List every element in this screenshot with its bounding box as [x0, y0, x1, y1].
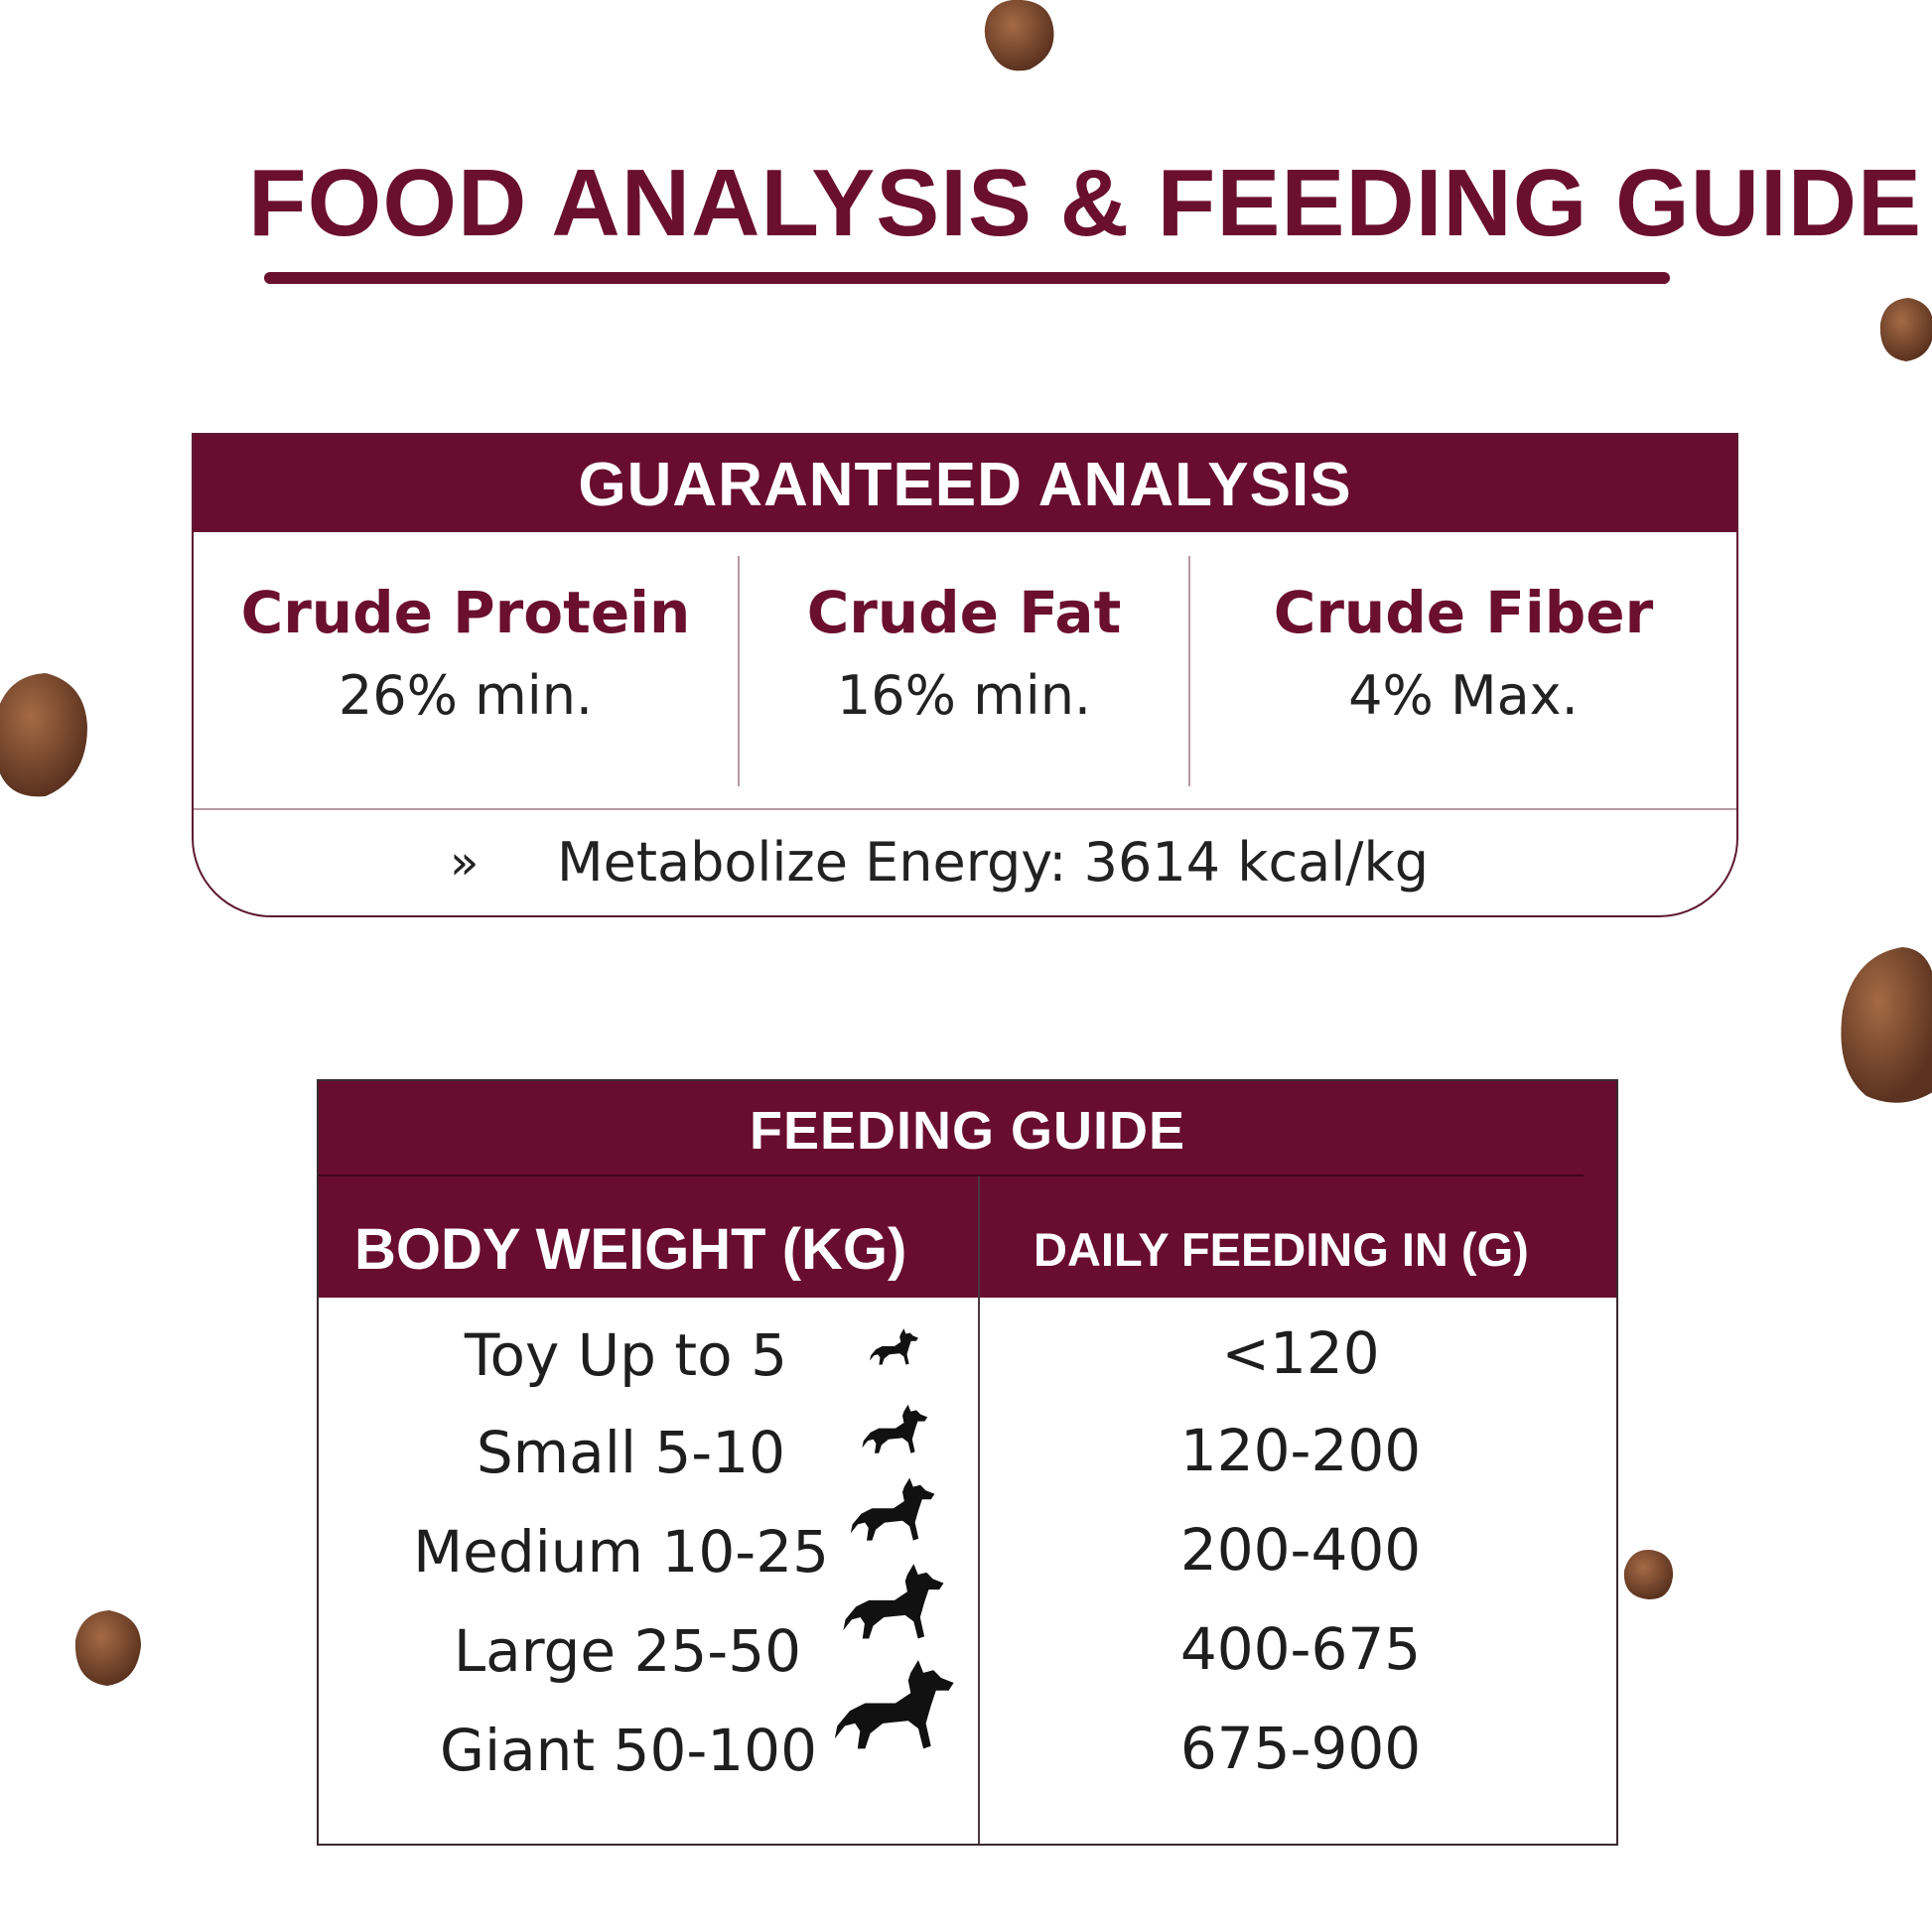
dog-medium-icon	[850, 1477, 935, 1541]
nutrient-value: 4% Max.	[1348, 664, 1579, 727]
title-underline	[264, 272, 1670, 284]
nutrient-value: 26% min.	[338, 664, 594, 727]
body-weight-cell: Large 25-50	[453, 1617, 801, 1685]
nutrient-crude-fiber: Crude Fiber 4% Max.	[1190, 532, 1736, 790]
row-divider	[194, 808, 1736, 810]
body-weight-cell: Medium 10-25	[413, 1518, 829, 1586]
nutrient-crude-protein: Crude Protein 26% min.	[194, 532, 738, 790]
table-row: Large 25-50 400-675	[319, 1564, 1616, 1699]
body-weight-cell: Giant 50-100	[440, 1717, 817, 1784]
dog-large-icon	[843, 1564, 944, 1639]
dog-giant-icon	[834, 1660, 954, 1749]
kibble-pellet-icon	[1623, 1549, 1674, 1600]
guaranteed-analysis-header: GUARANTEED ANALYSIS	[194, 435, 1736, 532]
kibble-pellet-icon	[1841, 947, 1932, 1103]
daily-feeding-cell: 200-400	[1179, 1516, 1422, 1584]
daily-feeding-cell: 120-200	[1179, 1417, 1422, 1484]
kibble-pellet-icon	[1879, 298, 1932, 361]
column-header-daily-feeding: DAILY FEEDING IN (G)	[1034, 1223, 1529, 1276]
column-divider	[738, 556, 740, 786]
kibble-pellet-icon	[74, 1610, 141, 1686]
kibble-pellet-icon	[0, 673, 87, 797]
nutrient-name: Crude Fiber	[1273, 579, 1654, 646]
page-title: FOOD ANALYSIS & FEEDING GUIDE	[248, 150, 1923, 256]
nutrient-crude-fat: Crude Fat 16% min.	[740, 532, 1188, 790]
body-weight-cell: Toy Up to 5	[464, 1321, 787, 1389]
nutrient-value: 16% min.	[836, 664, 1092, 727]
metabolizable-energy-text: Metabolize Energy: 3614 kcal/kg	[557, 831, 1430, 894]
daily-feeding-cell: 400-675	[1179, 1615, 1422, 1683]
table-row: Giant 50-100 675-900	[319, 1660, 1616, 1798]
table-row: Small 5-10 120-200	[319, 1401, 1616, 1500]
kibble-pellet-icon	[984, 0, 1054, 71]
header-separator	[319, 1174, 1584, 1176]
table-row: Toy Up to 5 <120	[319, 1304, 1616, 1403]
guaranteed-analysis-panel: GUARANTEED ANALYSIS Crude Protein 26% mi…	[192, 433, 1738, 917]
table-row: Medium 10-25 200-400	[319, 1477, 1616, 1599]
daily-feeding-cell: <120	[1221, 1319, 1380, 1387]
double-chevron-icon: »	[450, 835, 480, 891]
nutrient-name: Crude Protein	[240, 579, 691, 646]
table-header-row: BODY WEIGHT (KG) DAILY FEEDING IN (G)	[319, 1174, 1616, 1298]
dog-small-icon	[862, 1404, 928, 1453]
column-divider	[978, 1176, 980, 1844]
metabolizable-energy-row: » Metabolize Energy: 3614 kcal/kg	[194, 810, 1736, 915]
body-weight-cell: Small 5-10	[476, 1419, 785, 1486]
feeding-guide-title: FEEDING GUIDE	[319, 1081, 1616, 1174]
nutrient-name: Crude Fat	[806, 579, 1122, 646]
dog-toy-icon	[870, 1328, 918, 1365]
column-divider	[1188, 556, 1190, 786]
daily-feeding-cell: 675-900	[1179, 1715, 1422, 1782]
feeding-guide-table: FEEDING GUIDE BODY WEIGHT (KG) DAILY FEE…	[317, 1079, 1618, 1846]
column-header-body-weight: BODY WEIGHT (KG)	[354, 1217, 907, 1282]
